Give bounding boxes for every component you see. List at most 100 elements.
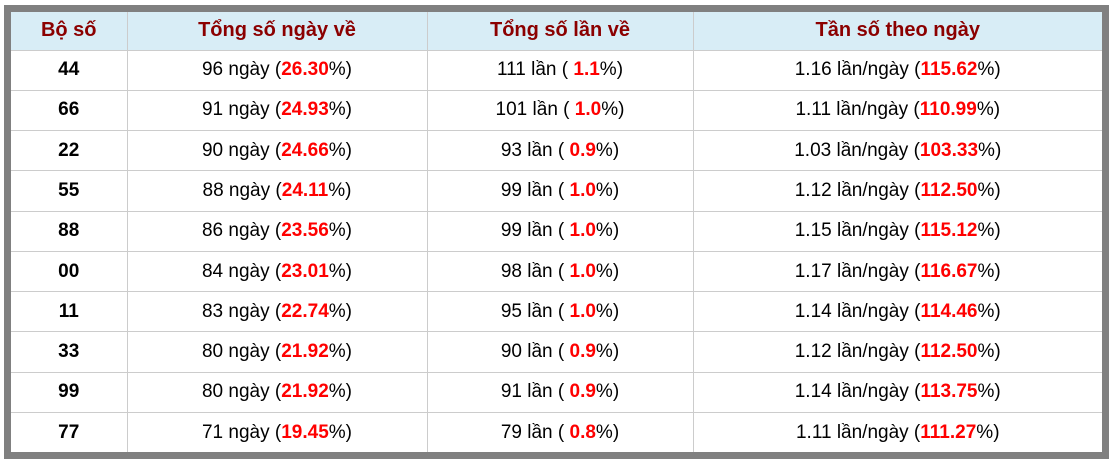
freq-value: 1.17 lần/ngày (: [794, 260, 921, 282]
lottery-pair-stats-table: Bộ số Tổng số ngày về Tổng số lần về Tần…: [11, 12, 1102, 452]
table-row: 00 84 ngày (23.01%) 98 lần ( 1.0%) 1.17 …: [11, 251, 1102, 293]
pair-cell: 11: [11, 291, 128, 333]
freq-suffix: %): [977, 341, 1001, 363]
days-value: 80 ngày (: [201, 381, 282, 403]
days-value: 90 ngày (: [201, 139, 282, 161]
freq-suffix: %): [977, 220, 1001, 242]
days-percent: 21.92: [281, 381, 329, 403]
freq-value: 1.11 lần/ngày (: [795, 421, 921, 443]
times-value: 99 lần (: [500, 220, 570, 242]
pair-value: 99: [58, 381, 80, 403]
pair-cell: 66: [11, 90, 128, 132]
days-cell: 90 ngày (24.66%): [127, 130, 428, 172]
freq-suffix: %): [977, 59, 1001, 81]
freq-cell: 1.14 lần/ngày (113.75%): [693, 372, 1102, 414]
table-row: 44 96 ngày (26.30%) 111 lần ( 1.1%) 1.16…: [11, 50, 1102, 91]
times-value: 99 lần (: [500, 179, 570, 201]
pair-value: 33: [58, 341, 80, 363]
times-percent: 1.0: [569, 260, 596, 282]
table-row: 66 91 ngày (24.93%) 101 lần ( 1.0%) 1.11…: [11, 90, 1102, 132]
header-row: Bộ số Tổng số ngày về Tổng số lần về Tần…: [11, 12, 1102, 51]
pair-value: 00: [58, 260, 80, 282]
freq-value: 1.11 lần/ngày (: [795, 99, 920, 121]
times-suffix: %): [595, 381, 620, 403]
times-suffix: %): [599, 59, 624, 81]
times-suffix: %): [595, 421, 620, 443]
pair-cell: 88: [11, 211, 128, 252]
times-suffix: %): [595, 139, 620, 161]
freq-suffix: %): [977, 300, 1001, 322]
days-suffix: %): [328, 59, 352, 81]
freq-suffix: %): [978, 139, 1002, 161]
times-cell: 95 lần ( 1.0%): [427, 291, 694, 333]
freq-percent: 115.12: [920, 220, 978, 242]
pair-value: 11: [58, 300, 79, 322]
days-cell: 88 ngày (24.11%): [127, 170, 428, 212]
pair-cell: 77: [11, 412, 128, 452]
freq-value: 1.15 lần/ngày (: [794, 220, 921, 242]
table-row: 11 83 ngày (22.74%) 95 lần ( 1.0%) 1.14 …: [11, 291, 1102, 333]
times-cell: 99 lần ( 1.0%): [427, 211, 694, 252]
pair-value: 44: [58, 59, 80, 81]
freq-cell: 1.15 lần/ngày (115.12%): [693, 211, 1102, 252]
times-suffix: %): [601, 99, 625, 121]
times-percent: 0.9: [569, 341, 596, 363]
days-cell: 83 ngày (22.74%): [127, 291, 428, 333]
times-percent: 1.0: [569, 220, 596, 242]
table-row: 33 80 ngày (21.92%) 90 lần ( 0.9%) 1.12 …: [11, 331, 1102, 373]
freq-percent: 111.27: [920, 421, 977, 443]
col-header-freq: Tần số theo ngày: [693, 12, 1102, 51]
days-percent: 19.45: [281, 421, 329, 443]
freq-percent: 115.62: [920, 59, 978, 81]
times-suffix: %): [595, 300, 620, 322]
times-value: 90 lần (: [500, 341, 570, 363]
freq-value: 1.03 lần/ngày (: [794, 139, 920, 161]
days-percent: 22.74: [281, 300, 329, 322]
days-cell: 80 ngày (21.92%): [127, 372, 428, 414]
days-suffix: %): [328, 99, 352, 121]
times-value: 79 lần (: [500, 421, 570, 443]
days-percent: 26.30: [281, 59, 329, 81]
freq-value: 1.14 lần/ngày (: [794, 300, 921, 322]
freq-value: 1.12 lần/ngày (: [794, 341, 921, 363]
pair-cell: 33: [11, 331, 128, 373]
pair-cell: 55: [11, 170, 128, 212]
statistics-table-frame: Bộ số Tổng số ngày về Tổng số lần về Tần…: [4, 5, 1109, 459]
times-cell: 91 lần ( 0.9%): [427, 372, 694, 414]
freq-percent: 116.67: [920, 260, 978, 282]
days-percent: 23.01: [281, 260, 329, 282]
freq-value: 1.16 lần/ngày (: [794, 59, 921, 81]
pair-cell: 44: [11, 50, 128, 91]
table-row: 88 86 ngày (23.56%) 99 lần ( 1.0%) 1.15 …: [11, 211, 1102, 252]
freq-value: 1.14 lần/ngày (: [794, 381, 921, 403]
times-cell: 101 lần ( 1.0%): [427, 90, 694, 132]
days-suffix: %): [328, 421, 352, 443]
days-cell: 71 ngày (19.45%): [127, 412, 428, 452]
freq-cell: 1.12 lần/ngày (112.50%): [693, 170, 1102, 212]
freq-suffix: %): [976, 421, 1000, 443]
times-percent: 1.1: [573, 59, 600, 81]
table-row: 77 71 ngày (19.45%) 79 lần ( 0.8%) 1.11 …: [11, 412, 1102, 452]
days-value: 71 ngày (: [201, 421, 282, 443]
times-percent: 0.9: [569, 139, 596, 161]
pair-cell: 00: [11, 251, 128, 293]
times-percent: 1.0: [569, 300, 596, 322]
days-percent: 24.11: [281, 179, 329, 201]
days-value: 88 ngày (: [202, 179, 282, 201]
freq-cell: 1.11 lần/ngày (111.27%): [693, 412, 1102, 452]
freq-value: 1.12 lần/ngày (: [794, 179, 921, 201]
freq-suffix: %): [977, 179, 1001, 201]
freq-percent: 112.50: [920, 179, 978, 201]
days-cell: 84 ngày (23.01%): [127, 251, 428, 293]
freq-suffix: %): [977, 260, 1001, 282]
freq-cell: 1.17 lần/ngày (116.67%): [693, 251, 1102, 293]
times-suffix: %): [595, 179, 620, 201]
pair-value: 66: [58, 99, 80, 121]
days-suffix: %): [328, 179, 352, 201]
times-percent: 1.0: [569, 179, 596, 201]
days-percent: 23.56: [281, 220, 329, 242]
pair-value: 88: [58, 220, 80, 242]
freq-percent: 114.46: [920, 300, 978, 322]
pair-cell: 99: [11, 372, 128, 414]
days-percent: 21.92: [281, 341, 329, 363]
